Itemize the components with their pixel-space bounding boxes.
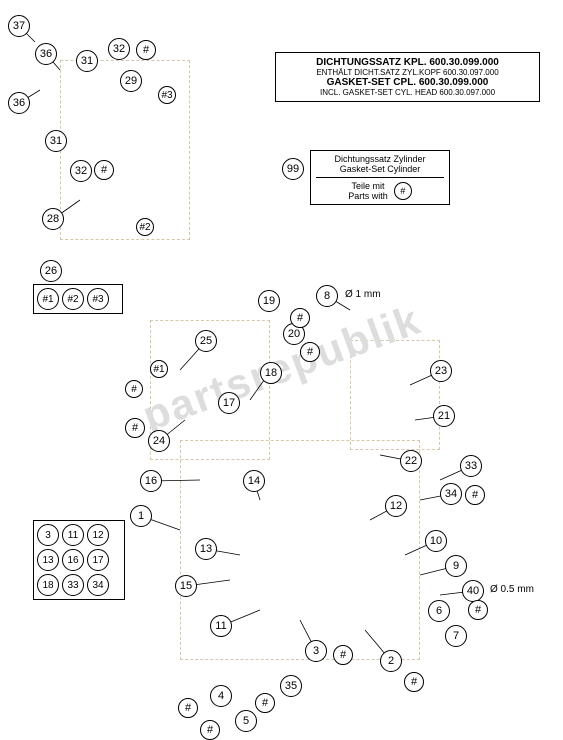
- hash-marker: #: [136, 40, 156, 60]
- gasket-line3: GASKET-SET CPL. 600.30.099.000: [282, 77, 533, 88]
- callout-32: 32: [70, 160, 92, 182]
- gasket-line1: DICHTUNGSSATZ KPL. 600.30.099.000: [282, 57, 533, 68]
- hash-marker: #: [468, 600, 488, 620]
- callout-29: 29: [120, 70, 142, 92]
- callout-24: 24: [148, 430, 170, 452]
- callout-9: 9: [445, 555, 467, 577]
- callout-8: 8: [316, 285, 338, 307]
- hash-marker: #: [465, 485, 485, 505]
- callout-32: 32: [108, 38, 130, 60]
- callout-34: 34: [440, 483, 462, 505]
- hash-marker: #: [200, 720, 220, 740]
- callout-18: 18: [260, 362, 282, 384]
- group-1-item: 13: [37, 549, 59, 571]
- group-1-item: 33: [62, 574, 84, 596]
- callout-36: 36: [35, 43, 57, 65]
- hash-marker: #: [300, 342, 320, 362]
- hash-marker: #: [404, 672, 424, 692]
- callout-21: 21: [433, 405, 455, 427]
- callout-5: 5: [235, 710, 257, 732]
- callout-10: 10: [425, 530, 447, 552]
- callout-37: 37: [8, 15, 30, 37]
- callout-1: 1: [130, 505, 152, 527]
- gasket-line2: ENTHÄLT DICHT.SATZ ZYL.KOPF 600.30.097.0…: [282, 68, 533, 77]
- callout-11: 11: [210, 615, 232, 637]
- callout-33: 33: [460, 455, 482, 477]
- cyl-line3: Teile mit: [348, 181, 388, 191]
- group-1-item: 34: [87, 574, 109, 596]
- callout-15: 15: [175, 575, 197, 597]
- hash-marker: #: [290, 308, 310, 328]
- callout-28: 28: [42, 208, 64, 230]
- callout-19: 19: [258, 290, 280, 312]
- group-26-item: #2: [62, 288, 84, 310]
- callout-23: 23: [430, 360, 452, 382]
- group-1-item: 17: [87, 549, 109, 571]
- gasket-line4: INCL. GASKET-SET CYL. HEAD 600.30.097.00…: [282, 88, 533, 97]
- callout-2: 2: [380, 650, 402, 672]
- hash-marker: #: [333, 645, 353, 665]
- hash-icon: #: [394, 182, 412, 200]
- group-1-item: 11: [62, 524, 84, 546]
- gasket-info-box: DICHTUNGSSATZ KPL. 600.30.099.000 ENTHÄL…: [275, 52, 540, 102]
- hash-marker: #: [178, 698, 198, 718]
- callout-31: 31: [76, 50, 98, 72]
- callout-16: 16: [140, 470, 162, 492]
- hash-marker: #: [94, 160, 114, 180]
- callout-14: 14: [243, 470, 265, 492]
- callout-25: 25: [195, 330, 217, 352]
- cylinder-gasket-box: Dichtungssatz Zylinder Gasket-Set Cylind…: [310, 150, 450, 205]
- hashnum-h3: #3: [158, 86, 178, 104]
- intake-sketch: [350, 340, 440, 450]
- callout-17: 17: [218, 392, 240, 414]
- group-1-item: 18: [37, 574, 59, 596]
- hashnum-h2: #2: [136, 218, 156, 236]
- callout-31: 31: [45, 130, 67, 152]
- hashnum-h: #: [125, 380, 145, 398]
- callout-35: 35: [280, 675, 302, 697]
- group-1-item: 12: [87, 524, 109, 546]
- callout-26: 26: [40, 260, 62, 282]
- note-8: Ø 1 mm: [345, 289, 381, 300]
- group-1-item: 16: [62, 549, 84, 571]
- cyl-line4: Parts with: [348, 191, 388, 201]
- group-26-item: #3: [87, 288, 109, 310]
- callout-40: 40: [462, 580, 484, 602]
- callout-6: 6: [428, 600, 450, 622]
- callout-22: 22: [400, 450, 422, 472]
- group-1-box: 3 11 12 13 16 17 18 33 34: [33, 520, 125, 600]
- note-40: Ø 0.5 mm: [490, 584, 534, 595]
- group-26-item: #1: [37, 288, 59, 310]
- group-1-item: 3: [37, 524, 59, 546]
- hashnum-h1: #1: [150, 360, 170, 378]
- callout-7: 7: [445, 625, 467, 647]
- callout-36: 36: [8, 92, 30, 114]
- callout-12: 12: [385, 495, 407, 517]
- callout-13: 13: [195, 538, 217, 560]
- cyl-line2: Gasket-Set Cylinder: [316, 164, 444, 174]
- group-26-box: #1 #2 #3: [33, 284, 123, 314]
- callout-99: 99: [282, 158, 304, 180]
- hash-marker: #: [255, 693, 275, 713]
- cyl-line1: Dichtungssatz Zylinder: [316, 154, 444, 164]
- callout-3: 3: [305, 640, 327, 662]
- hash-marker: #: [125, 418, 145, 438]
- callout-4: 4: [210, 685, 232, 707]
